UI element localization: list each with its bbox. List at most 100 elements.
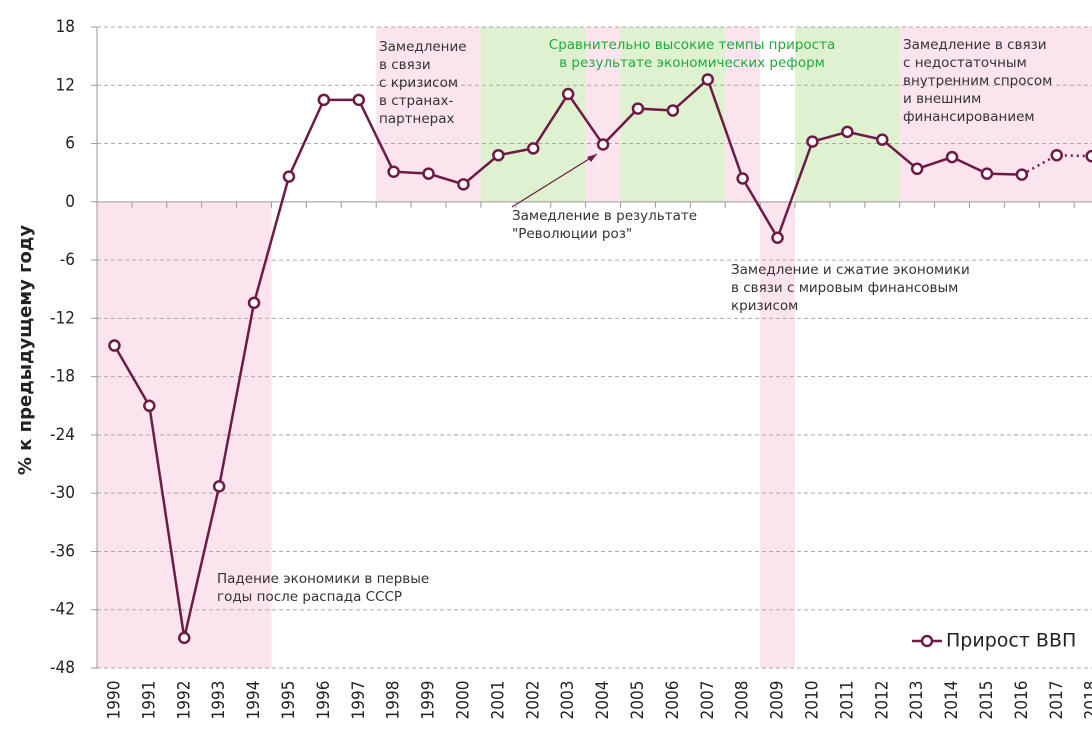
- annotation: в странах-: [379, 93, 453, 109]
- x-tick-label: 2003: [558, 681, 578, 720]
- point: [631, 102, 645, 115]
- annotation: финансированием: [903, 109, 1035, 125]
- x-tick-label: 1991: [139, 681, 159, 720]
- annotation: Замедление и сжатие экономики: [731, 262, 970, 278]
- x-tick-label: 1995: [279, 681, 299, 720]
- region: [795, 27, 900, 202]
- y-tick-label: -12: [50, 308, 75, 328]
- y-tick-label: 18: [56, 17, 75, 37]
- point: [1015, 168, 1029, 181]
- y-tick-label: -30: [50, 483, 75, 503]
- x-tick-label: 1996: [314, 681, 334, 720]
- point: [317, 93, 331, 107]
- x-tick-label: 2005: [628, 681, 648, 720]
- y-tick-label: -18: [50, 367, 75, 387]
- annotation: с кризисом: [379, 75, 458, 91]
- y-tick-label: -48: [50, 658, 75, 678]
- point: [108, 339, 121, 352]
- annotation: в связи с мировым финансовым: [731, 280, 958, 296]
- point: [771, 231, 784, 245]
- point: [806, 135, 819, 148]
- x-tick-label: 1992: [174, 681, 194, 720]
- annotation: Замедление: [379, 39, 467, 55]
- grid: [97, 26, 1092, 669]
- y-tick-label: -6: [60, 250, 75, 270]
- point: [282, 170, 296, 183]
- y-tick-label: 12: [56, 75, 75, 95]
- x-tick-label: 2015: [977, 681, 997, 720]
- region: [585, 27, 621, 202]
- point: [247, 296, 261, 310]
- point: [492, 148, 505, 162]
- annotation: годы после распада СССР: [217, 589, 402, 605]
- y-tick-label: -36: [50, 541, 75, 561]
- x-tick-label: 2012: [872, 681, 892, 720]
- point: [841, 125, 854, 139]
- x-tick-label: 2004: [593, 681, 613, 720]
- x-tick-label: 1997: [349, 681, 369, 720]
- x-tick-label: 2002: [523, 681, 543, 720]
- legend-marker: [920, 634, 934, 648]
- annotation: "Революции роз": [512, 226, 632, 242]
- x-tick-label: 2018: [1082, 681, 1092, 720]
- arrow-head: [587, 154, 597, 162]
- point: [980, 167, 994, 180]
- y-tick-label: -42: [50, 600, 75, 620]
- x-tick-label: 1998: [384, 681, 404, 720]
- point: [178, 631, 191, 645]
- annotation: Падение экономики в первые: [217, 571, 429, 587]
- annotation: внутренним спросом: [903, 73, 1052, 89]
- annotation: в связи: [379, 57, 431, 73]
- point: [527, 142, 540, 155]
- annotation: Замедление в результате: [512, 208, 697, 224]
- line-forecast: [1021, 153, 1092, 176]
- annotation: и внешним: [903, 91, 981, 107]
- annotation: Сравнительно высокие темпы прироста: [549, 37, 835, 53]
- y-tick-label: 6: [65, 134, 75, 154]
- x-tick-label: 2013: [907, 681, 927, 720]
- x-tick-label: 1993: [209, 681, 229, 720]
- x-tick-label: 2001: [488, 681, 508, 720]
- x-tick-label: 1990: [104, 681, 124, 720]
- x-tick-label: 2010: [802, 681, 822, 720]
- annotation: партнерах: [379, 111, 455, 127]
- y-tick-label: 0: [65, 192, 75, 212]
- y-tick-label: -24: [50, 425, 75, 445]
- x-tick-label: 2017: [1047, 681, 1067, 720]
- annotation: Замедление в связи: [903, 37, 1047, 53]
- point: [596, 138, 610, 151]
- point: [1050, 148, 1063, 162]
- point: [701, 73, 714, 86]
- point: [1085, 149, 1092, 163]
- annotation: в результате экономических реформ: [559, 55, 825, 71]
- point: [422, 167, 435, 180]
- point: [736, 172, 749, 185]
- point: [910, 162, 924, 176]
- region: [480, 27, 586, 202]
- x-tick-label: 1999: [419, 681, 439, 720]
- x-tick-label: 2007: [698, 681, 718, 720]
- x-tick-label: 2008: [733, 681, 753, 720]
- x-tick-label: 2006: [663, 681, 683, 720]
- annotation: с недостаточным: [903, 55, 1027, 71]
- point: [457, 178, 470, 191]
- point: [212, 480, 226, 493]
- point: [387, 165, 400, 178]
- point: [561, 87, 575, 101]
- point: [666, 104, 680, 117]
- x-tick-label: 2011: [837, 681, 857, 720]
- annotation: кризисом: [731, 298, 798, 314]
- x-tick-label: 2014: [942, 681, 962, 720]
- point: [945, 150, 959, 164]
- x-tick-label: 2009: [768, 681, 788, 720]
- point: [352, 93, 365, 107]
- legend-label: Прирост ВВП: [946, 630, 1076, 652]
- x-tick-label: 2016: [1012, 681, 1032, 720]
- point: [876, 133, 889, 146]
- arrow: [511, 153, 598, 208]
- y-axis-label: % к предыдущему году: [15, 225, 36, 476]
- x-tick-label: 2000: [453, 681, 473, 720]
- point: [143, 399, 156, 413]
- x-tick-label: 1994: [244, 681, 264, 720]
